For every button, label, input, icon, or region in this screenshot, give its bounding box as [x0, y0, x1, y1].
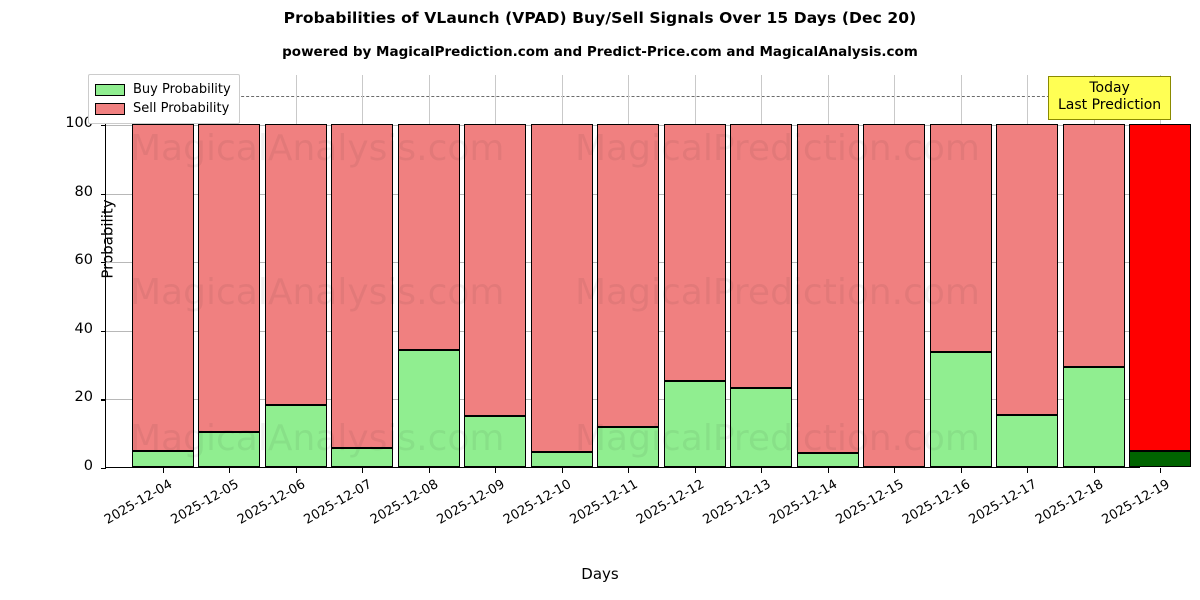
x-tick-mark	[960, 468, 962, 473]
bar-segment-buy[interactable]	[929, 352, 992, 467]
legend-label-buy: Buy Probability	[133, 82, 231, 97]
y-tick-label: 60	[74, 252, 93, 269]
y-tick-mark	[101, 262, 106, 264]
bar-segment-buy[interactable]	[331, 448, 393, 467]
bar-segment-sell[interactable]	[530, 124, 593, 452]
bar-group[interactable]	[198, 74, 260, 467]
bar-segment-sell[interactable]	[331, 124, 393, 449]
x-axis-title: Days	[581, 565, 619, 583]
x-tick-mark	[561, 468, 563, 473]
bar-segment-buy[interactable]	[730, 387, 792, 467]
bar-segment-sell[interactable]	[863, 124, 925, 467]
bar-group[interactable]	[331, 74, 393, 467]
bar-segment-buy[interactable]	[131, 450, 194, 467]
y-tick-mark	[101, 330, 106, 332]
y-tick-mark	[101, 399, 106, 401]
bar-segment-sell[interactable]	[1062, 124, 1125, 367]
bar-segment-sell[interactable]	[796, 124, 859, 453]
sell-color-swatch	[95, 102, 125, 115]
bar-group[interactable]	[397, 74, 460, 467]
bar-group[interactable]	[663, 74, 726, 467]
y-tick-label: 100	[65, 115, 93, 131]
x-tick-mark	[761, 468, 763, 473]
y-axis-title: Probability	[98, 199, 117, 279]
bar-group[interactable]	[1129, 74, 1191, 467]
bar-segment-buy[interactable]	[198, 431, 260, 467]
bar-segment-buy[interactable]	[796, 452, 859, 467]
bar-group[interactable]	[730, 74, 792, 467]
bar-segment-buy[interactable]	[464, 416, 526, 467]
plot-area: Probability	[99, 74, 1191, 473]
bar-segment-sell[interactable]	[929, 124, 992, 353]
x-tick-mark	[1093, 468, 1095, 473]
today-annotation-line2: Last Prediction	[1058, 97, 1162, 113]
bar-segment-sell[interactable]	[597, 124, 659, 427]
legend-item-buy[interactable]: Buy Probability	[95, 80, 231, 99]
x-tick-mark	[428, 468, 430, 473]
bar-group[interactable]	[131, 74, 194, 467]
y-tick-label: 20	[74, 389, 93, 406]
bar-segment-sell[interactable]	[264, 124, 327, 406]
bar-segment-buy[interactable]	[663, 381, 726, 467]
bar-group[interactable]	[996, 74, 1058, 467]
bar-segment-buy[interactable]	[1062, 366, 1125, 467]
x-tick-mark	[295, 468, 297, 473]
bar-segment-sell[interactable]	[198, 124, 260, 432]
bar-group[interactable]	[464, 74, 526, 467]
page-title: Probabilities of VLaunch (VPAD) Buy/Sell…	[283, 9, 917, 27]
chart-subtitle: powered by MagicalPrediction.com and Pre…	[282, 44, 918, 60]
bar-segment-buy[interactable]	[530, 451, 593, 467]
bar-segment-buy[interactable]	[264, 405, 327, 467]
today-annotation: Today Last Prediction	[1048, 76, 1172, 120]
x-tick-mark	[1027, 468, 1029, 473]
bar-segment-sell[interactable]	[131, 124, 194, 451]
x-tick-mark	[894, 468, 896, 473]
bar-segment-sell[interactable]	[1129, 124, 1191, 452]
y-tick-label: 80	[74, 183, 93, 200]
bar-segment-buy[interactable]	[597, 426, 659, 467]
y-tick-mark	[101, 125, 106, 127]
y-tick-mark	[101, 193, 106, 195]
bar-segment-sell[interactable]	[730, 124, 792, 388]
bar-segment-sell[interactable]	[397, 124, 460, 350]
x-tick-mark	[495, 468, 497, 473]
chart-legend: Buy Probability Sell Probability	[88, 74, 240, 124]
x-tick-mark	[694, 468, 696, 473]
bar-group[interactable]	[929, 74, 992, 467]
bar-group[interactable]	[530, 74, 593, 467]
legend-item-sell[interactable]: Sell Probability	[95, 99, 231, 118]
bar-segment-buy[interactable]	[397, 349, 460, 467]
x-tick-mark	[362, 468, 364, 473]
bar-segment-sell[interactable]	[996, 124, 1058, 416]
x-tick-mark	[162, 468, 164, 473]
x-tick-mark	[628, 468, 630, 473]
bar-group[interactable]	[1062, 74, 1125, 467]
bar-group[interactable]	[597, 74, 659, 467]
legend-label-sell: Sell Probability	[133, 101, 230, 116]
x-tick-mark	[827, 468, 829, 473]
x-tick-mark	[229, 468, 231, 473]
y-tick-label: 40	[74, 320, 93, 337]
x-tick-mark	[1160, 468, 1162, 473]
bar-segment-sell[interactable]	[663, 124, 726, 382]
today-annotation-line1: Today	[1089, 80, 1130, 96]
bar-group[interactable]	[264, 74, 327, 467]
buy-color-swatch	[95, 83, 125, 96]
bar-group[interactable]	[796, 74, 859, 467]
y-tick-label: 0	[83, 458, 93, 474]
y-tick-mark	[101, 468, 106, 470]
bar-group[interactable]	[863, 74, 925, 467]
bar-segment-buy[interactable]	[1129, 451, 1191, 467]
bar-segment-buy[interactable]	[996, 415, 1058, 467]
bar-segment-sell[interactable]	[464, 124, 526, 417]
reference-dashed-line	[106, 95, 1140, 97]
